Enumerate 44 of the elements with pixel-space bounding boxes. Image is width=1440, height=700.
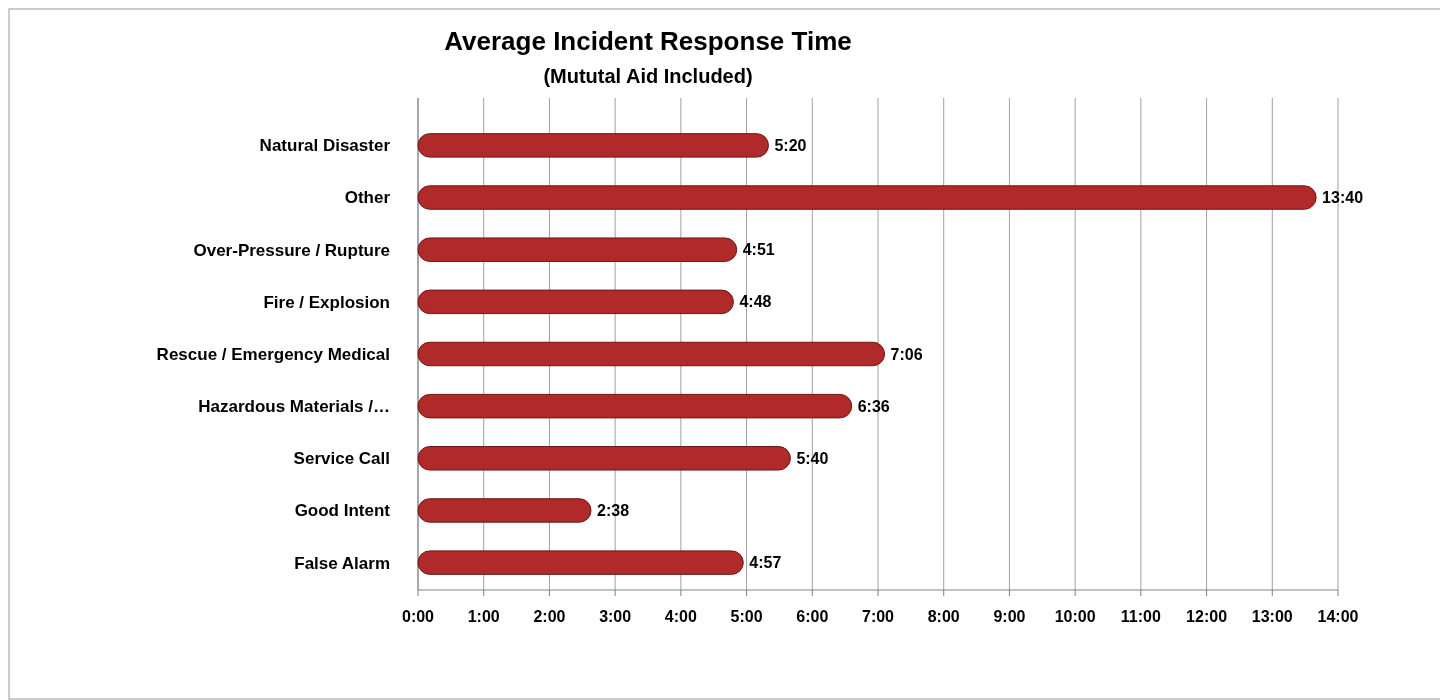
y-tick-label: Hazardous Materials /…: [198, 397, 390, 417]
bar: [417, 446, 791, 471]
y-tick-label: Service Call: [293, 449, 390, 469]
data-label: 6:36: [857, 397, 890, 415]
data-label: 13:40: [1322, 189, 1364, 207]
x-tick-label: 13:00: [1251, 608, 1293, 625]
x-tick-label: 3:00: [599, 608, 632, 625]
bar: [417, 550, 744, 575]
bar: [417, 237, 738, 262]
data-label: 4:51: [742, 241, 775, 259]
x-tick-label: 12:00: [1186, 608, 1228, 625]
y-tick-label: Natural Disaster: [259, 136, 391, 156]
data-label: 7:06: [890, 345, 923, 363]
x-tick-label: 7:00: [861, 608, 895, 625]
data-label: 5:20: [774, 136, 807, 154]
x-tick-label: 8:00: [927, 608, 960, 625]
x-tick-label: 5:00: [730, 608, 763, 625]
y-tick-label: False Alarm: [294, 553, 390, 573]
x-tick-label: 11:00: [1120, 608, 1161, 625]
bar: [417, 289, 734, 315]
x-tick-label: 14:00: [1317, 608, 1359, 625]
y-tick-label: Fire / Explosion: [263, 292, 390, 312]
y-tick-label: Good Intent: [294, 501, 391, 521]
x-tick-label: 1:00: [467, 608, 500, 625]
x-tick-label: 0:00: [401, 608, 435, 625]
data-label: 5:40: [796, 449, 829, 467]
bar: [417, 393, 853, 419]
bar: [417, 341, 886, 367]
x-tick-label: 4:00: [664, 608, 697, 625]
bar: [417, 185, 1317, 210]
y-tick-label: Over-Pressure / Rupture: [193, 240, 390, 260]
y-tick-label: Rescue / Emergency Medical: [156, 344, 390, 364]
bar: [417, 498, 592, 523]
chart-title: Average Incident Response Time: [444, 26, 852, 56]
x-tick-label: 2:00: [533, 608, 566, 625]
x-tick-label: 6:00: [796, 608, 829, 625]
data-label: 2:38: [597, 502, 630, 520]
y-tick-label: Other: [344, 188, 391, 208]
data-label: 4:48: [739, 293, 772, 311]
x-tick-label: 9:00: [993, 608, 1026, 625]
bar: [417, 133, 769, 158]
chart-subtitle: (Mututal Aid Included): [543, 65, 753, 87]
x-tick-label: 10:00: [1054, 608, 1096, 625]
data-label: 4:57: [749, 554, 782, 572]
